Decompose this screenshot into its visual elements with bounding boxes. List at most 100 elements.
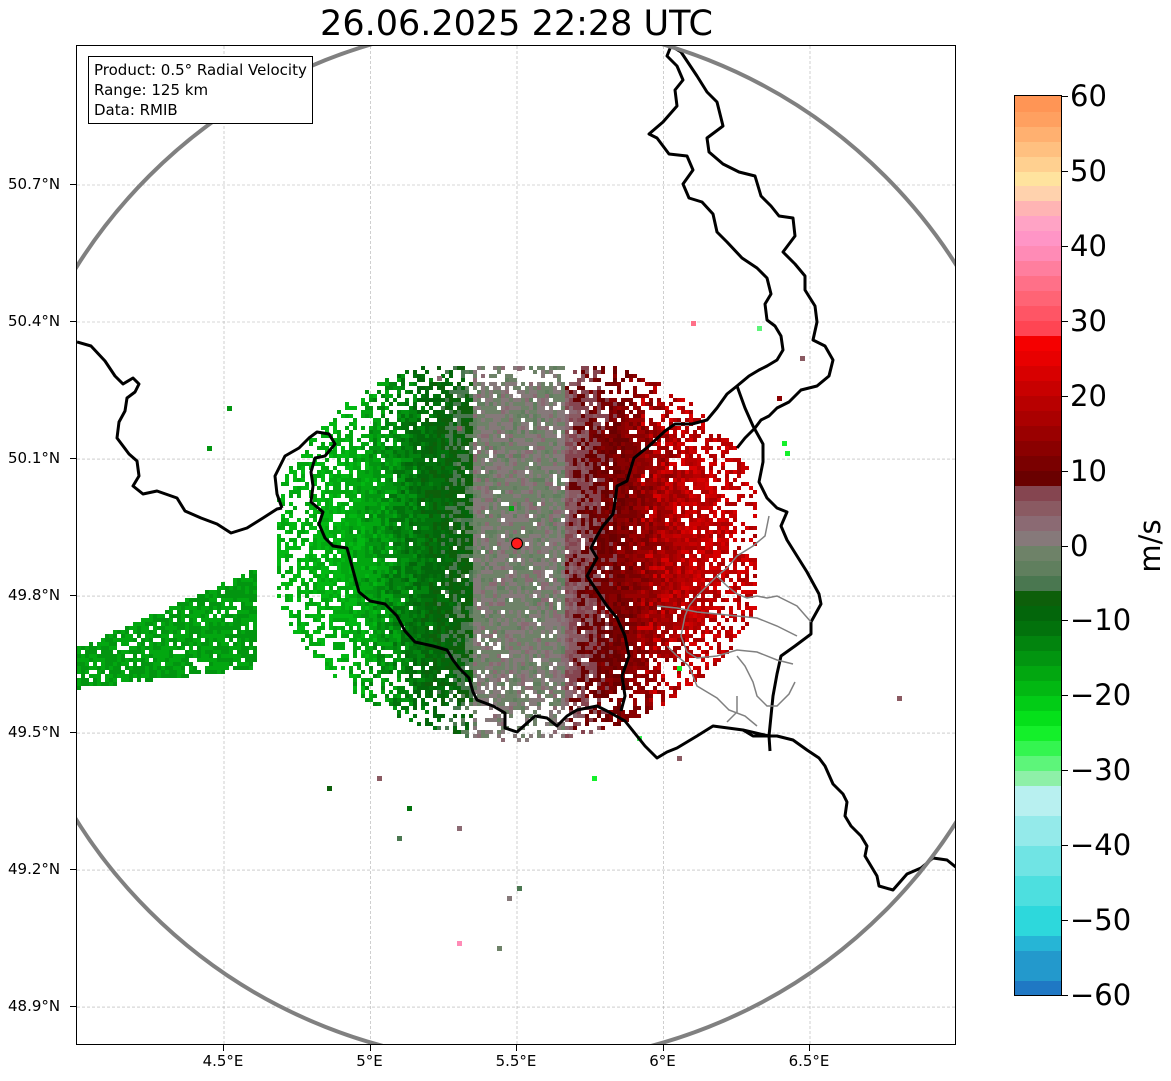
echo-cell: [649, 390, 653, 394]
echo-cell: [589, 586, 593, 590]
echo-cell: [621, 550, 625, 554]
echo-cell: [277, 534, 281, 538]
echo-cell: [585, 406, 589, 410]
echo-cell: [569, 486, 573, 490]
echo-cell: [633, 418, 637, 422]
echo-cell: [485, 406, 489, 410]
echo-cell: [461, 562, 465, 566]
echo-cell: [445, 390, 449, 394]
echo-cell: [413, 486, 417, 490]
echo-cell: [457, 422, 461, 426]
echo-cell: [553, 418, 557, 422]
echo-cell: [505, 466, 509, 470]
echo-cell: [637, 502, 641, 506]
echo-cell: [301, 558, 305, 562]
echo-cell: [389, 526, 393, 530]
echo-cell: [493, 594, 497, 598]
echo-cell: [521, 574, 525, 578]
echo-cell: [721, 558, 725, 562]
echo-cell: [677, 454, 681, 458]
echo-cell: [677, 522, 681, 526]
echo-cell: [345, 466, 349, 470]
echo-cell: [413, 442, 417, 446]
echo-cell: [389, 570, 393, 574]
echo-cell: [717, 570, 721, 574]
echo-cell: [465, 438, 469, 442]
echo-cell: [677, 494, 681, 498]
echo-cell: [633, 566, 637, 570]
echo-cell: [625, 558, 629, 562]
echo-cell: [337, 490, 341, 494]
echo-cell: [705, 590, 709, 594]
echo-cell: [517, 590, 521, 594]
echo-cell: [585, 586, 589, 590]
echo-cell: [533, 386, 537, 390]
echo-cell: [497, 514, 501, 518]
echo-cell: [425, 582, 429, 586]
echo-cell: [665, 530, 669, 534]
echo-cell: [617, 518, 621, 522]
echo-cell: [401, 450, 405, 454]
echo-cell: [525, 422, 529, 426]
echo-cell: [537, 590, 541, 594]
echo-cell: [505, 510, 509, 514]
echo-cell: [717, 478, 721, 482]
echo-cell: [565, 426, 569, 430]
echo-cell: [501, 586, 505, 590]
echo-cell: [457, 594, 461, 598]
echo-cell: [629, 534, 633, 538]
echo-cell: [329, 498, 333, 502]
echo-cell: [513, 426, 517, 430]
echo-cell: [705, 446, 709, 450]
echo-cell: [585, 430, 589, 434]
echo-cell: [541, 566, 545, 570]
echo-cell: [585, 454, 589, 458]
echo-cell: [665, 582, 669, 586]
echo-cell: [357, 438, 361, 442]
echo-cell: [569, 562, 573, 566]
echo-cell: [625, 582, 629, 586]
echo-cell: [525, 594, 529, 598]
echo-cell: [625, 506, 629, 510]
echo-cell: [381, 582, 385, 586]
echo-cell: [705, 550, 709, 554]
echo-cell: [453, 398, 457, 402]
echo-cell: [449, 438, 453, 442]
echo-cell: [549, 542, 553, 546]
echo-cell: [533, 506, 537, 510]
echo-cell: [433, 486, 437, 490]
echo-cell: [417, 574, 421, 578]
echo-cell: [461, 462, 465, 466]
echo-cell: [525, 538, 529, 542]
echo-cell: [533, 458, 537, 462]
echo-cell: [513, 422, 517, 426]
echo-cell: [613, 538, 617, 542]
echo-cell: [445, 466, 449, 470]
echo-cell: [553, 562, 557, 566]
echo-cell: [609, 442, 613, 446]
echo-cell: [409, 502, 413, 506]
echo-cell: [717, 566, 721, 570]
echo-cell: [377, 534, 381, 538]
echo-cell: [713, 490, 717, 494]
echo-cell: [433, 530, 437, 534]
echo-cell: [517, 426, 521, 430]
echo-cell: [717, 542, 721, 546]
echo-cell: [677, 530, 681, 534]
echo-cell: [645, 582, 649, 586]
echo-cell: [441, 466, 445, 470]
echo-cell: [477, 414, 481, 418]
echo-cell: [313, 478, 317, 482]
echo-cell: [589, 486, 593, 490]
echo-cell: [509, 530, 513, 534]
echo-cell: [305, 522, 309, 526]
echo-cell: [553, 402, 557, 406]
echo-cell: [573, 402, 577, 406]
echo-cell: [293, 574, 297, 578]
echo-cell: [533, 410, 537, 414]
radar-map[interactable]: [76, 45, 956, 1045]
echo-cell: [377, 422, 381, 426]
echo-cell: [317, 558, 321, 562]
echo-cell: [313, 582, 317, 586]
echo-cell: [485, 538, 489, 542]
